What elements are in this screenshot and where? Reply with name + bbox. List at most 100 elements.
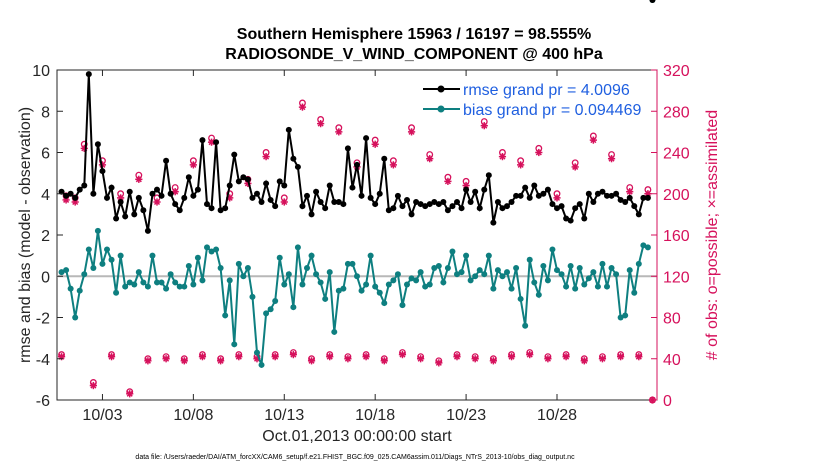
obs-assimilated-marker (198, 353, 207, 361)
point-rmse (140, 207, 147, 214)
asterisk-stroke (408, 128, 415, 135)
chart-title: Southern Hemisphere 15963 / 16197 = 98.5… (237, 26, 591, 43)
obs-assimilated-marker (180, 357, 188, 365)
y-tick-label: 4 (41, 187, 50, 204)
point-rmse (522, 184, 529, 191)
obs-assimilated-marker (189, 161, 197, 169)
point-bias (313, 271, 320, 278)
point-rmse (449, 203, 456, 210)
point-bias (385, 281, 392, 288)
point-rmse (267, 196, 274, 203)
legend-marker-bias (437, 105, 445, 113)
point-bias (490, 285, 497, 292)
point-rmse (494, 199, 501, 205)
point-rmse (104, 194, 110, 201)
point-rmse (558, 203, 565, 210)
y-axis-label: rmse and bias (model - observation) (17, 107, 34, 363)
legend-label-bias: bias grand pr = 0.094469 (463, 102, 641, 119)
point-bias (267, 306, 274, 313)
asterisk-stroke (372, 141, 379, 148)
point-bias (185, 262, 192, 269)
asterisk-stroke (626, 188, 633, 195)
y2-tick-label: 0 (663, 393, 672, 410)
point-rmse (276, 178, 283, 185)
obs-assimilated-marker (217, 357, 225, 365)
point-rmse (408, 211, 415, 218)
point-bias (381, 300, 388, 307)
point-rmse (608, 192, 615, 199)
point-rmse (585, 190, 592, 197)
y2-tick-label: 40 (663, 352, 681, 369)
point-bias (422, 283, 429, 290)
point-rmse (499, 205, 506, 212)
series-layer (58, 0, 656, 368)
point-bias (413, 277, 420, 284)
asterisk-stroke (90, 382, 97, 389)
asterisk-stroke (635, 353, 642, 360)
x-axis-label: Oct.01,2013 00:00:00 start (262, 428, 452, 445)
asterisk-stroke (608, 155, 615, 162)
legend: rmse grand pr = 4.0096 bias grand pr = 0… (423, 82, 641, 119)
obs-assimilated-marker (435, 359, 443, 367)
point-rmse (504, 203, 510, 210)
point-rmse (313, 188, 320, 195)
obs-assimilated-marker (517, 161, 525, 169)
point-rmse (540, 190, 547, 197)
point-rmse (67, 190, 74, 197)
point-rmse (394, 192, 401, 199)
obs-assimilated-marker (153, 198, 161, 206)
point-bias (163, 285, 170, 292)
point-rmse (217, 207, 224, 214)
point-bias (494, 267, 501, 274)
obs-assimilated-marker (135, 175, 143, 183)
obs-assimilated-marker (507, 353, 516, 361)
point-rmse (208, 205, 215, 212)
asterisk-stroke (217, 357, 224, 364)
legend-marker-rmse (437, 85, 445, 93)
asterisk-stroke (281, 198, 288, 206)
point-bias (563, 283, 570, 290)
obs-assimilated-marker (89, 381, 97, 390)
obs-assimilated-marker (571, 163, 579, 171)
asterisk-stroke (553, 194, 561, 201)
asterisk-stroke (563, 353, 570, 360)
point-rmse (72, 194, 79, 201)
asterisk-stroke (453, 353, 461, 360)
obs-assimilated-marker (562, 353, 570, 361)
point-rmse (417, 201, 424, 208)
point-rmse (594, 190, 601, 197)
point-bias (126, 279, 133, 286)
point-rmse (644, 194, 651, 201)
point-rmse (404, 196, 410, 203)
point-rmse (467, 199, 474, 205)
point-bias (440, 279, 447, 286)
point-bias (567, 262, 574, 269)
point-bias (58, 269, 65, 276)
point-bias (467, 277, 474, 284)
obs-assimilated-marker (626, 188, 634, 196)
point-rmse (304, 192, 310, 199)
chart-subtitle: RADIOSONDE_V_WIND_COMPONENT @ 400 hPa (225, 46, 603, 63)
point-rmse (358, 192, 365, 199)
point-bias (508, 285, 515, 292)
point-rmse (263, 180, 270, 187)
point-rmse (244, 176, 251, 183)
plot-area (56, 69, 658, 401)
point-rmse (376, 190, 383, 197)
point-bias (631, 289, 638, 296)
point-bias (326, 269, 333, 276)
point-bias (322, 295, 329, 302)
point-bias (158, 279, 165, 286)
x-tick-label: 10/28 (537, 407, 577, 424)
obs-assimilated-marker (326, 353, 334, 361)
point-rmse (81, 182, 88, 189)
point-rmse (290, 155, 297, 162)
point-bias (458, 269, 465, 276)
obs-assimilated-marker (262, 153, 270, 161)
point-bias (513, 265, 520, 271)
point-rmse (335, 199, 342, 205)
y2-tick-label: 120 (663, 269, 690, 286)
point-bias (254, 349, 260, 356)
obs-assimilated-marker (635, 353, 643, 361)
asterisk-stroke (290, 351, 297, 358)
